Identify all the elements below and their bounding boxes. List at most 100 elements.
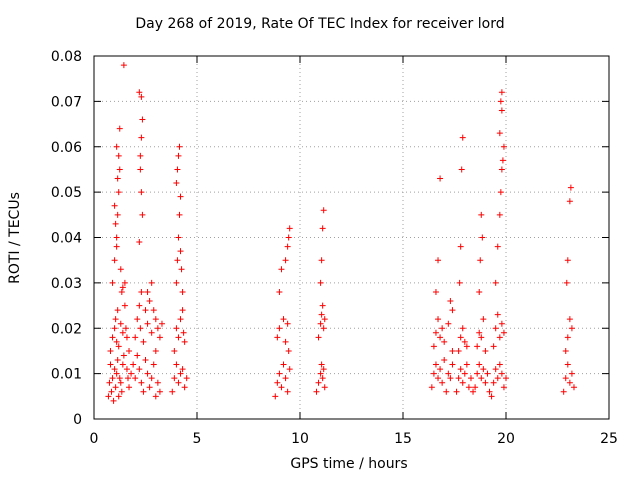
data-point xyxy=(274,334,281,341)
data-point xyxy=(435,257,442,264)
data-point xyxy=(177,248,184,255)
data-point xyxy=(113,370,120,377)
data-point xyxy=(117,266,124,273)
data-point xyxy=(439,325,446,332)
data-point xyxy=(285,347,292,354)
data-point xyxy=(139,116,146,123)
data-point xyxy=(432,329,439,336)
data-point xyxy=(437,366,444,373)
data-point xyxy=(318,361,325,368)
chart-title: Day 268 of 2019, Rate Of TEC Index for r… xyxy=(135,16,505,32)
data-point xyxy=(566,316,573,323)
data-points xyxy=(105,62,577,404)
data-point xyxy=(447,375,454,382)
data-point xyxy=(459,134,466,141)
data-point xyxy=(563,279,570,286)
data-point xyxy=(482,347,489,354)
data-point xyxy=(122,325,129,332)
data-point xyxy=(488,393,495,400)
x-tick-label: 5 xyxy=(193,431,202,447)
data-point xyxy=(437,334,444,341)
data-point xyxy=(562,375,569,382)
data-point xyxy=(113,234,120,241)
data-point xyxy=(272,393,279,400)
data-point xyxy=(499,157,506,164)
data-point xyxy=(484,370,491,377)
data-point xyxy=(494,243,501,250)
data-point xyxy=(118,388,125,395)
data-point xyxy=(492,366,499,373)
data-point xyxy=(113,243,120,250)
data-point xyxy=(456,279,463,286)
data-point xyxy=(134,352,141,359)
data-point xyxy=(119,329,126,336)
data-point xyxy=(441,357,448,364)
data-point xyxy=(174,166,181,173)
data-point xyxy=(138,134,145,141)
data-point xyxy=(566,198,573,205)
data-point xyxy=(115,189,122,196)
data-point xyxy=(276,288,283,295)
data-point xyxy=(124,375,131,382)
data-point xyxy=(496,334,503,341)
data-point xyxy=(181,384,188,391)
data-point xyxy=(177,193,184,200)
data-point xyxy=(180,329,187,336)
data-point xyxy=(152,316,159,323)
data-point xyxy=(105,393,112,400)
data-point xyxy=(144,370,151,377)
data-point xyxy=(476,361,483,368)
data-point xyxy=(494,375,501,382)
y-tick-label: 0.02 xyxy=(51,321,82,337)
data-point xyxy=(140,388,147,395)
data-point xyxy=(467,375,474,382)
data-point xyxy=(492,279,499,286)
data-point xyxy=(126,347,133,354)
data-point xyxy=(282,257,289,264)
y-tick-label: 0.07 xyxy=(51,94,82,110)
data-point xyxy=(183,375,190,382)
data-point xyxy=(498,166,505,173)
data-point xyxy=(503,375,509,382)
data-point xyxy=(138,379,145,386)
data-point xyxy=(449,361,456,368)
data-point xyxy=(474,370,481,377)
data-point xyxy=(137,325,144,332)
x-tick-label: 0 xyxy=(90,431,99,447)
grid-lines xyxy=(94,56,609,419)
data-point xyxy=(472,384,479,391)
data-point xyxy=(113,338,120,345)
y-tick-label: 0.08 xyxy=(51,49,82,65)
data-point xyxy=(455,347,462,354)
data-point xyxy=(128,370,135,377)
data-point xyxy=(144,320,151,327)
data-point xyxy=(562,347,569,354)
data-point xyxy=(479,234,486,241)
data-point xyxy=(319,375,326,382)
data-point xyxy=(106,379,113,386)
data-point xyxy=(478,334,485,341)
x-tick-label: 25 xyxy=(600,431,618,447)
data-point xyxy=(175,152,182,159)
data-point xyxy=(171,347,178,354)
data-point xyxy=(500,384,507,391)
data-point xyxy=(140,338,147,345)
data-point xyxy=(315,379,322,386)
data-point xyxy=(115,393,122,400)
data-point xyxy=(453,388,460,395)
tick-marks xyxy=(93,55,610,420)
data-point xyxy=(179,288,186,295)
data-point xyxy=(138,189,145,196)
data-point xyxy=(455,375,462,382)
data-point xyxy=(458,166,465,173)
data-point xyxy=(282,375,289,382)
data-point xyxy=(134,316,141,323)
data-point xyxy=(564,257,571,264)
data-point xyxy=(120,62,127,69)
y-tick-label: 0.01 xyxy=(51,367,82,383)
data-point xyxy=(430,370,437,377)
data-point xyxy=(432,288,439,295)
data-point xyxy=(428,384,435,391)
data-point xyxy=(497,98,504,105)
data-point xyxy=(142,357,149,364)
